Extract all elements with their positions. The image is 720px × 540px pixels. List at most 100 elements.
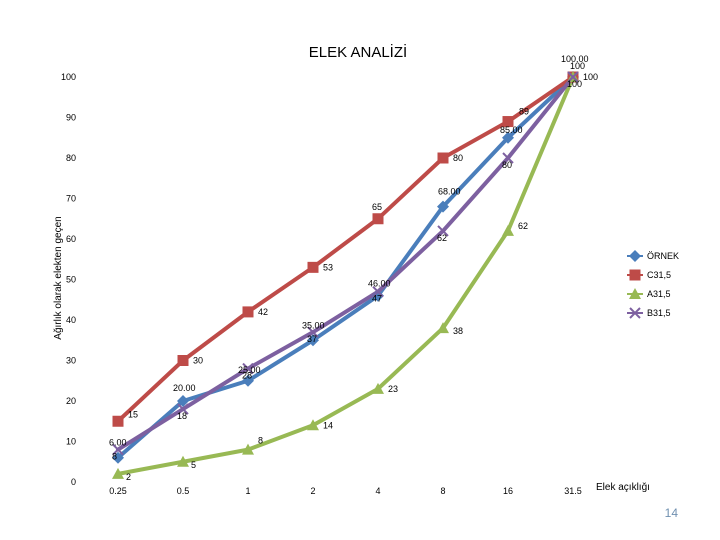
y-tick-label: 80 [66, 153, 76, 163]
data-point [502, 116, 514, 128]
data-point [177, 403, 189, 415]
data-label: 5 [191, 460, 196, 470]
series-lines [116, 75, 575, 476]
data-label: 80 [453, 153, 463, 163]
y-tick-label: 40 [66, 315, 76, 325]
data-point [372, 285, 384, 298]
data-label: 28 [242, 371, 252, 381]
y-tick-label: 70 [66, 194, 76, 204]
legend: ÖRNEK C31,5 A31,5 B31,5 [627, 250, 679, 319]
data-label: 18 [177, 411, 187, 421]
data-point [242, 306, 254, 318]
data-point [242, 443, 254, 455]
data-label: 62 [437, 233, 447, 243]
data-point [242, 362, 254, 375]
y-axis-ticks: 0 10 20 30 40 50 60 70 80 90 100 [61, 72, 76, 487]
legend-label: A31,5 [647, 289, 671, 299]
data-label: 6.00 [109, 438, 127, 448]
marker-stroke [242, 362, 254, 375]
data-point [437, 225, 449, 237]
y-tick-label: 20 [66, 396, 76, 406]
x-tick-label: 1 [245, 486, 250, 496]
data-label: 8 [258, 436, 263, 446]
data-point [502, 131, 514, 144]
legend-swatch-marker [629, 288, 641, 299]
data-point [177, 395, 189, 407]
data-label: 53 [323, 262, 333, 272]
x-axis-ticks: 0.25 0.5 1 2 4 8 16 31.5 [109, 486, 582, 496]
data-label: 2 [126, 472, 131, 482]
data-label: 46.00 [368, 279, 391, 289]
marker-stroke [567, 71, 579, 83]
x-tick-label: 4 [375, 486, 380, 496]
data-label: 47 [372, 294, 382, 304]
data-label: 30 [193, 356, 203, 366]
y-tick-label: 100 [61, 72, 76, 82]
data-label: 15 [128, 409, 138, 419]
x-tick-label: 0.5 [177, 486, 190, 496]
data-label: 35.00 [302, 320, 325, 330]
series-line [116, 75, 575, 460]
data-point [112, 467, 124, 479]
data-point [307, 261, 319, 273]
data-label: 8 [112, 452, 117, 462]
data-point [177, 355, 189, 366]
data-point [372, 289, 384, 302]
data-point [372, 213, 384, 225]
x-axis-title: Elek açıklığı [596, 482, 650, 493]
data-label: 68.00 [438, 187, 461, 197]
y-tick-label: 50 [66, 275, 76, 285]
marker-stroke [112, 443, 124, 456]
data-point [372, 382, 384, 394]
x-tick-label: 16 [503, 486, 513, 496]
legend-swatch-marker [629, 269, 641, 281]
data-point [437, 200, 449, 213]
data-label: 38 [453, 326, 463, 336]
x-tick-label: 0.25 [109, 486, 127, 496]
marker-stroke [502, 152, 514, 164]
data-label: 89 [519, 107, 529, 117]
data-point [112, 443, 124, 456]
series-markers [112, 71, 579, 479]
x-tick-label: 2 [310, 486, 315, 496]
data-label: 100.00 [561, 54, 589, 64]
data-point [242, 374, 254, 387]
data-label: 100 [583, 72, 598, 82]
data-labels: 6.00 20.00 25.00 35.00 46.00 68.00 85.00 100.00… [109, 54, 598, 482]
legend-label: C31,5 [647, 270, 671, 280]
legend-swatch-marker [629, 250, 641, 262]
legend-label: ÖRNEK [647, 251, 679, 261]
data-label: 100 [567, 79, 582, 89]
data-label: 100 [570, 61, 585, 71]
chart-title: ELEK ANALİZİ [309, 43, 407, 61]
legend-label: B31,5 [647, 308, 671, 318]
data-label: 65 [372, 202, 382, 212]
data-point [502, 152, 514, 164]
data-point [437, 152, 449, 164]
data-point [177, 455, 189, 467]
marker-stroke [372, 285, 384, 298]
data-label: 42 [258, 307, 268, 317]
data-label: 25.00 [238, 365, 261, 375]
y-tick-label: 0 [71, 477, 76, 487]
x-tick-label: 31.5 [564, 486, 582, 496]
legend-swatch-marker [629, 307, 641, 319]
series-line [116, 75, 575, 424]
series-line [116, 75, 575, 476]
marker-stroke [177, 403, 189, 415]
data-point [307, 334, 319, 347]
data-label: 85.00 [500, 125, 523, 135]
data-label: 14 [323, 420, 333, 430]
y-tick-label: 10 [66, 437, 76, 447]
marker-stroke [437, 225, 449, 237]
y-axis-title: Ağırlık olarak elekten geçen [53, 216, 64, 339]
y-tick-label: 30 [66, 356, 76, 366]
page-number: 14 [664, 506, 678, 520]
data-label: 23 [388, 384, 398, 394]
data-label: 37 [307, 334, 317, 344]
series-line [116, 75, 575, 452]
data-point [502, 224, 514, 236]
data-label: 80 [502, 160, 512, 170]
y-tick-label: 60 [66, 234, 76, 244]
